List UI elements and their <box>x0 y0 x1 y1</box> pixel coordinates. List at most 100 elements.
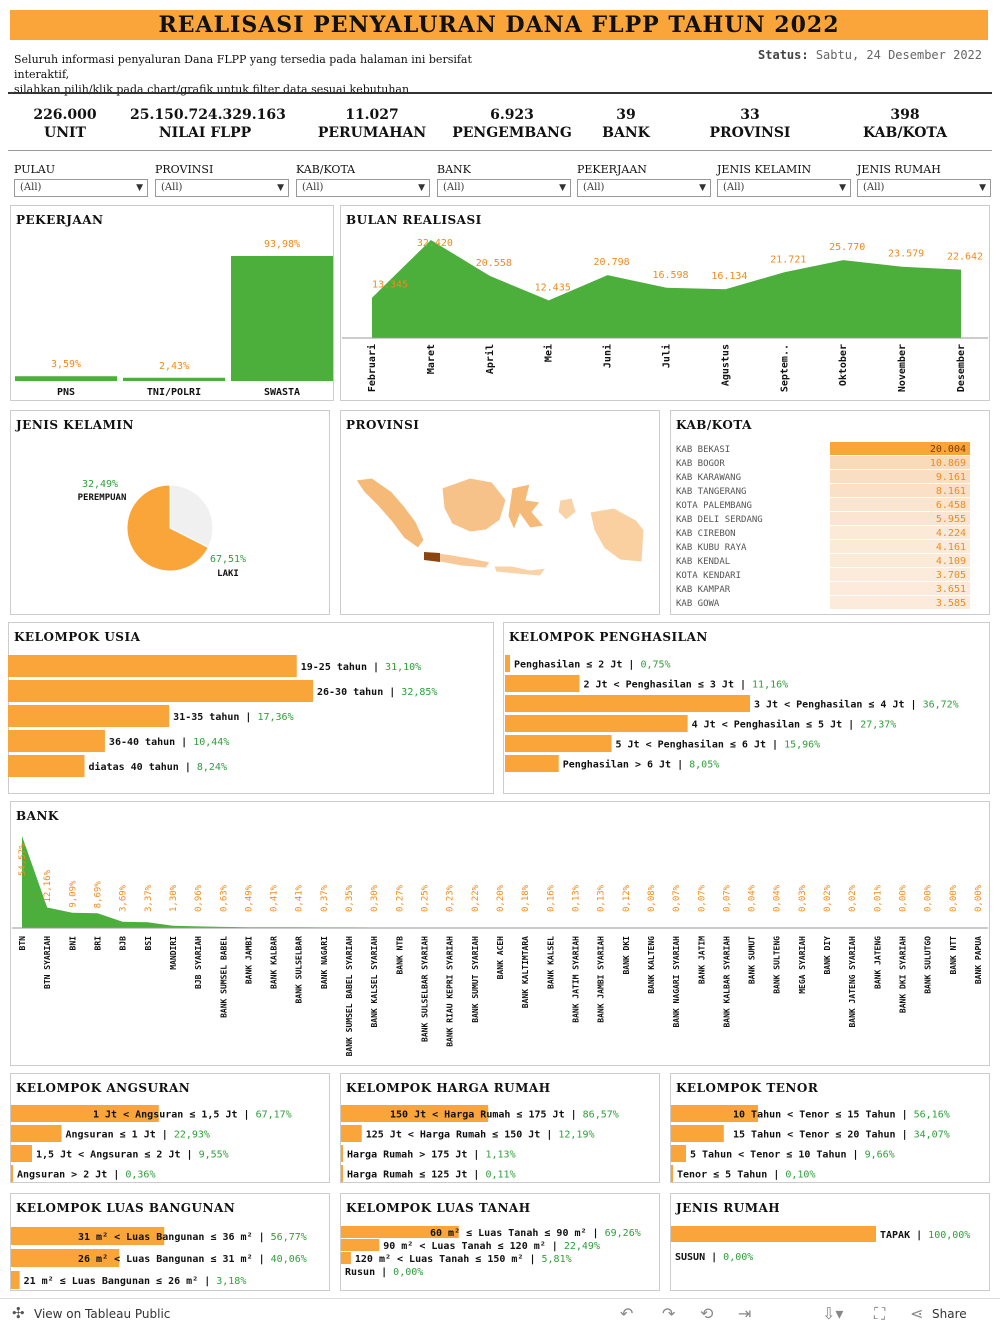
filter-label: KAB/KOTA <box>296 163 356 176</box>
filter-select[interactable]: (All) ▼ <box>857 179 991 197</box>
filter-jenis-rumah[interactable]: JENIS RUMAH (All) ▼ <box>857 163 991 197</box>
penghasilan-bar[interactable] <box>505 695 750 712</box>
usia-bar[interactable] <box>8 730 105 752</box>
kabkota-cell[interactable] <box>830 470 970 483</box>
bank-value-label: 0,00% <box>949 884 959 912</box>
kabkota-cell[interactable] <box>830 540 970 553</box>
filter-pekerjaan[interactable]: PEKERJAAN (All) ▼ <box>577 163 711 197</box>
usia-bar[interactable] <box>8 680 313 702</box>
penghasilan-pct: 11,16% <box>752 680 788 691</box>
usia-label: 31-35 tahun | 17,36% <box>173 712 293 723</box>
angsuran-bar[interactable] <box>11 1145 33 1162</box>
revert-icon[interactable]: ⟲ <box>700 1304 714 1323</box>
intro-line-1: Seluruh informasi penyaluran Dana FLPP y… <box>14 53 472 81</box>
bulan-value-label: 12.435 <box>535 282 571 293</box>
penghasilan-bar[interactable] <box>505 755 559 772</box>
filter-jenis-kelamin[interactable]: JENIS KELAMIN (All) ▼ <box>717 163 851 197</box>
angsuran-bar[interactable] <box>11 1125 62 1142</box>
kabkota-cell[interactable] <box>830 582 970 595</box>
pekerjaan-bar[interactable] <box>15 376 117 381</box>
filter-select[interactable]: (All) ▼ <box>155 179 289 197</box>
pie-slice[interactable] <box>169 484 214 549</box>
harga-category: 150 Jt < Harga Rumah ≤ 175 Jt | <box>390 1110 583 1121</box>
harga-bar[interactable] <box>341 1125 362 1142</box>
bank-name-label: BANK NAGARI <box>320 936 329 989</box>
luas_bangunan-bar[interactable] <box>11 1271 20 1289</box>
filter-kabkota[interactable]: KAB/KOTA (All) ▼ <box>296 163 430 197</box>
luas_tanah-bar[interactable] <box>341 1252 351 1264</box>
usia-bar[interactable] <box>8 755 85 777</box>
luas_bangunan-category: 31 m² < Luas Bangunan ≤ 36 m² | <box>78 1232 271 1243</box>
bank-area[interactable] <box>22 836 978 928</box>
divider-kpi <box>8 150 992 151</box>
tenor-bar[interactable] <box>671 1145 686 1162</box>
download-icon[interactable]: ⇩▾ <box>822 1304 844 1323</box>
bulan-area[interactable] <box>372 240 961 338</box>
panel-title: PEKERJAAN <box>16 213 104 227</box>
angsuran-category: 1 Jt < Angsuran ≤ 1,5 Jt | <box>93 1110 256 1121</box>
angsuran-bar[interactable] <box>11 1105 159 1122</box>
usia-category: 19-25 tahun | <box>301 662 385 673</box>
tenor-bar[interactable] <box>671 1125 724 1142</box>
kabkota-cell[interactable] <box>830 554 970 567</box>
luas_tanah-bar[interactable] <box>341 1226 459 1238</box>
kabkota-cell[interactable] <box>830 568 970 581</box>
panel-title: KELOMPOK LUAS TANAH <box>346 1201 531 1215</box>
luas_tanah-bar[interactable] <box>341 1239 380 1251</box>
filter-select[interactable]: (All) ▼ <box>437 179 571 197</box>
filter-select[interactable]: (All) ▼ <box>14 179 148 197</box>
angsuran-bar[interactable] <box>11 1165 13 1182</box>
kabkota-cell[interactable] <box>830 526 970 539</box>
kabkota-cell[interactable] <box>830 596 970 609</box>
pekerjaan-bar[interactable] <box>123 377 225 381</box>
kabkota-cell[interactable] <box>830 442 970 455</box>
angsuran-pct: 67,17% <box>256 1110 292 1121</box>
filter-select[interactable]: (All) ▼ <box>717 179 851 197</box>
filter-provinsi[interactable]: PROVINSI (All) ▼ <box>155 163 289 197</box>
kpi-value: 398 <box>890 107 920 123</box>
fullscreen-icon[interactable]: ⛶ <box>874 1304 886 1323</box>
luas_bangunan-bar[interactable] <box>11 1227 165 1245</box>
share-icon[interactable]: ⋖ <box>910 1304 924 1323</box>
tenor-category: 5 Tahun < Tenor ≤ 10 Tahun | <box>690 1150 865 1161</box>
filter-select[interactable]: (All) ▼ <box>577 179 711 197</box>
usia-bar[interactable] <box>8 655 297 677</box>
usia-bar[interactable] <box>8 705 170 727</box>
penghasilan-bar[interactable] <box>505 675 580 692</box>
filter-pulau[interactable]: PULAU (All) ▼ <box>14 163 148 197</box>
tenor-pct: 34,07% <box>914 1130 950 1141</box>
redo-icon[interactable]: ↷ <box>662 1304 676 1323</box>
share-button[interactable]: Share <box>932 1307 967 1321</box>
kabkota-cell[interactable] <box>830 512 970 525</box>
filter-bank[interactable]: BANK (All) ▼ <box>437 163 571 197</box>
harga-bar[interactable] <box>341 1145 343 1162</box>
harga-category: 125 Jt < Harga Rumah ≤ 150 Jt | <box>366 1130 559 1141</box>
tenor-bar[interactable] <box>671 1165 673 1182</box>
indonesia-map[interactable] <box>355 477 645 577</box>
kabkota-cell[interactable] <box>830 456 970 469</box>
view-on-tableau-link[interactable]: View on Tableau Public <box>34 1307 171 1321</box>
pie-slice[interactable] <box>126 484 210 572</box>
bank-name-label: BANK JATIM <box>697 936 706 984</box>
forward-icon[interactable]: ⇥ <box>738 1304 752 1323</box>
undo-icon[interactable]: ↶ <box>620 1304 634 1323</box>
harga-bar[interactable] <box>341 1105 489 1122</box>
pekerjaan-bar[interactable] <box>231 256 333 381</box>
penghasilan-bar[interactable] <box>505 715 688 732</box>
filter-value: (All) <box>161 182 183 193</box>
kabkota-cell[interactable] <box>830 498 970 511</box>
luas_tanah-category: 60 m² ≤ Luas Tanah ≤ 90 m² | <box>430 1228 605 1239</box>
harga-bar[interactable] <box>341 1165 343 1182</box>
kabkota-cell[interactable] <box>830 484 970 497</box>
tenor-bar[interactable] <box>671 1105 759 1122</box>
bulan-month-label: Septem.. <box>779 344 790 392</box>
filter-select[interactable]: (All) ▼ <box>296 179 430 197</box>
kabkota-value: 8.161 <box>936 486 966 497</box>
penghasilan-bar[interactable] <box>505 655 511 672</box>
bulan-value-label: 25.770 <box>829 242 865 253</box>
jenis_rumah-bar[interactable] <box>671 1226 876 1242</box>
luas_bangunan-bar[interactable] <box>11 1249 120 1267</box>
penghasilan-category: Penghasilan ≤ 2 Jt | <box>514 659 640 671</box>
penghasilan-bar[interactable] <box>505 735 612 752</box>
